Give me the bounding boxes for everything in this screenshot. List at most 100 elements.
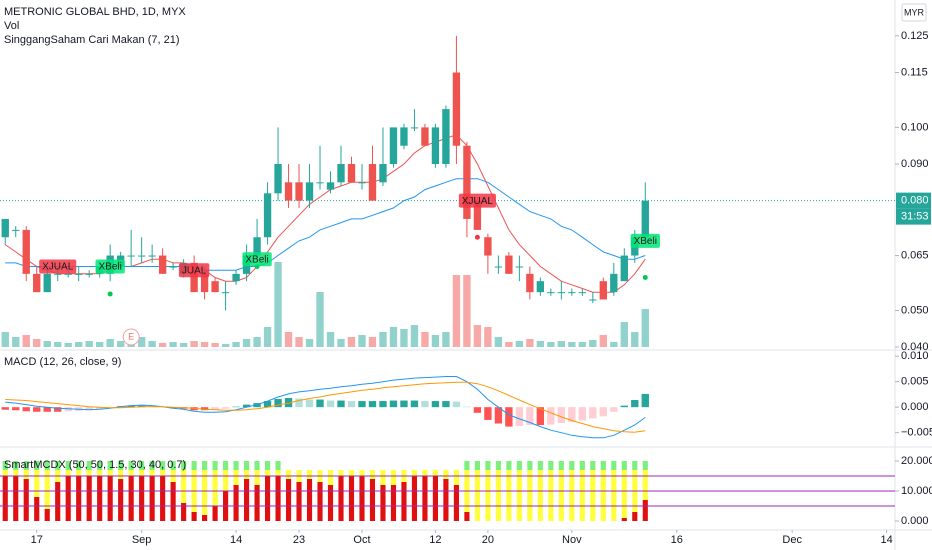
stacked-bar-segment <box>86 460 92 470</box>
countdown-label: 31:53 <box>901 211 929 223</box>
stacked-bar-segment <box>579 469 585 521</box>
volume-bar <box>358 335 366 347</box>
stacked-bar-segment <box>128 469 134 476</box>
stacked-bar-segment <box>411 469 418 476</box>
volume-bar <box>526 339 534 347</box>
y-tick-label: 20.000 <box>901 455 932 467</box>
volume-bar <box>442 332 450 347</box>
candle-body <box>557 292 566 294</box>
histogram-bar <box>589 407 597 419</box>
volume-bar <box>484 327 492 347</box>
volume-bar <box>421 332 429 347</box>
stacked-bar-segment <box>579 460 585 470</box>
histogram-bar <box>568 407 576 422</box>
candle-body <box>610 273 618 293</box>
stacked-bar-segment <box>170 481 176 521</box>
candle-body <box>12 229 20 231</box>
signal-dot <box>642 275 648 281</box>
stacked-bar-segment <box>380 484 386 521</box>
histogram-bar <box>515 407 524 427</box>
stacked-bar-segment <box>348 475 355 521</box>
stacked-bar-segment <box>474 460 480 470</box>
candle-body <box>211 281 219 293</box>
volume-bar <box>211 343 219 347</box>
stacked-bar-segment <box>443 478 449 521</box>
signal-label-box <box>630 233 660 248</box>
signal-label-box <box>178 263 210 278</box>
stacked-bar-segment <box>411 475 418 521</box>
histogram-bar <box>274 399 282 408</box>
stacked-bar-segment <box>118 460 124 470</box>
candle-body <box>442 109 450 165</box>
histogram-bar <box>389 400 398 408</box>
volume-bar <box>263 327 272 347</box>
candle-body <box>295 182 303 201</box>
stacked-bar-segment <box>380 469 386 485</box>
stacked-bar-segment <box>495 460 501 470</box>
volume-bar <box>242 339 251 347</box>
stacked-bar-segment <box>401 481 407 521</box>
candle-body <box>568 292 576 294</box>
stacked-bar-segment <box>485 469 491 521</box>
candle-body <box>463 145 471 219</box>
stacked-bar-segment <box>348 469 355 476</box>
y-tick-label: 0.000 <box>901 401 929 413</box>
currency-box[interactable] <box>901 3 927 22</box>
stacked-bar-segment <box>233 469 239 485</box>
stacked-bar-segment <box>181 502 187 521</box>
stacked-bar-segment <box>527 469 533 521</box>
histogram-bar <box>431 401 440 408</box>
stacked-bar-segment <box>485 460 491 470</box>
stacked-bar-segment <box>338 475 344 521</box>
y-tick-label: 0.090 <box>901 158 929 170</box>
stacked-bar-segment <box>23 460 29 470</box>
histogram-bar <box>43 407 51 412</box>
x-tick-label: 14 <box>230 534 242 546</box>
x-tick-label: 16 <box>671 534 683 546</box>
y-tick-label: 0.100 <box>901 121 929 133</box>
histogram-bar <box>410 400 419 408</box>
histogram-bar <box>620 405 628 408</box>
histogram-bar <box>316 399 324 408</box>
stacked-bar-segment <box>149 469 155 476</box>
y-tick-label: 0.065 <box>901 249 929 261</box>
stacked-bar-segment <box>65 460 71 470</box>
stacked-bar-segment <box>621 517 627 521</box>
volume-bar <box>221 344 230 347</box>
stacked-bar-segment <box>621 469 627 518</box>
stacked-bar-segment <box>76 469 82 476</box>
volume-bar <box>96 342 104 347</box>
stacked-bar-segment <box>34 460 40 470</box>
volume-bar <box>400 329 408 347</box>
stacked-bar-segment <box>474 469 480 521</box>
volume-bar <box>316 292 324 347</box>
volume-bar <box>190 341 198 347</box>
histogram-bar <box>463 406 471 408</box>
candle-body <box>505 255 513 274</box>
stacked-bar-segment <box>327 484 334 521</box>
volume-bar <box>515 341 524 347</box>
candle-body <box>389 127 398 165</box>
stacked-bar-segment <box>44 508 50 521</box>
stacked-bar-segment <box>390 469 397 485</box>
volume-bar <box>557 341 566 347</box>
stacked-bar-segment <box>118 469 124 479</box>
stacked-bar-segment <box>537 460 543 470</box>
stacked-bar-segment <box>275 469 281 476</box>
histogram-bar <box>326 400 335 408</box>
histogram-bar <box>442 401 450 408</box>
volume-legend: Vol <box>4 20 19 32</box>
histogram-bar <box>211 407 219 410</box>
stacked-bar-segment <box>275 475 281 521</box>
histogram-bar <box>12 407 20 411</box>
last-price-box <box>896 192 931 209</box>
stacked-bar-segment <box>86 475 92 521</box>
stacked-bar-segment <box>107 460 113 470</box>
signal-label-box <box>95 259 125 274</box>
candle-body <box>22 229 30 274</box>
signal-dot <box>107 291 113 297</box>
histogram-bar <box>22 407 30 412</box>
volume-bar <box>641 309 649 347</box>
histogram-bar <box>494 407 503 424</box>
